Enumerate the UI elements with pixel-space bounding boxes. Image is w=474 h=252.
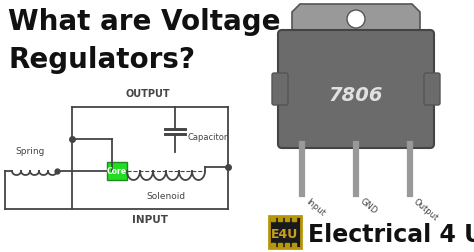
- Text: GND: GND: [358, 196, 379, 215]
- Polygon shape: [292, 5, 420, 35]
- Text: Core: Core: [107, 167, 127, 176]
- Text: Input: Input: [304, 196, 327, 217]
- Text: Regulators?: Regulators?: [8, 46, 195, 74]
- Text: OUTPUT: OUTPUT: [126, 89, 170, 99]
- FancyBboxPatch shape: [272, 74, 288, 106]
- Text: INPUT: INPUT: [132, 214, 168, 224]
- Text: Solenoid: Solenoid: [146, 191, 185, 200]
- Text: Spring: Spring: [15, 146, 45, 155]
- Text: Output: Output: [412, 196, 440, 222]
- Circle shape: [347, 11, 365, 29]
- FancyBboxPatch shape: [278, 31, 434, 148]
- Text: Capacitor: Capacitor: [187, 133, 228, 142]
- Text: 7806: 7806: [329, 85, 383, 104]
- Text: Electrical 4 U: Electrical 4 U: [308, 222, 474, 246]
- Text: E4U: E4U: [272, 228, 299, 241]
- Text: What are Voltage: What are Voltage: [8, 8, 281, 36]
- FancyBboxPatch shape: [269, 216, 301, 248]
- FancyBboxPatch shape: [424, 74, 440, 106]
- FancyBboxPatch shape: [107, 162, 127, 180]
